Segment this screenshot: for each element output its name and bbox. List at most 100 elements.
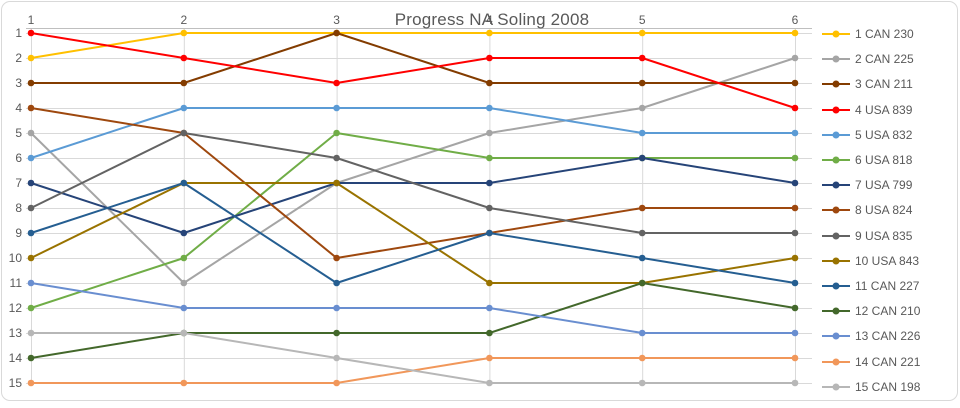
- legend-dot-icon: [832, 332, 840, 340]
- legend-dot-icon: [832, 80, 840, 88]
- legend-label: 15 CAN 198: [855, 379, 921, 394]
- legend-marker-icon: [822, 282, 850, 290]
- data-point-10-usa-843: [486, 279, 493, 287]
- data-point-7-usa-799: [180, 229, 188, 237]
- legend-marker-icon: [822, 55, 850, 63]
- legend-item-11-can-227: 11 CAN 227: [822, 274, 958, 299]
- legend-item-13-can-226: 13 CAN 226: [822, 324, 958, 349]
- series-line-12-can-210: [30, 282, 796, 359]
- data-point-1-can-230: [180, 29, 188, 37]
- data-point-1-can-230: [638, 29, 646, 37]
- y-tick-label: 7: [15, 176, 22, 190]
- legend-item-1-can-230: 1 CAN 230: [822, 22, 958, 47]
- legend-item-10-usa-843: 10 USA 843: [822, 248, 958, 273]
- data-point-6-usa-818: [180, 254, 188, 262]
- data-point-7-usa-799: [27, 179, 35, 187]
- y-tick-label: 8: [15, 201, 22, 215]
- data-point-9-usa-835: [486, 204, 493, 212]
- data-point-7-usa-799: [638, 154, 646, 162]
- data-point-3-can-211: [638, 79, 646, 87]
- legend-dot-icon: [832, 106, 840, 114]
- data-point-3-can-211: [486, 79, 493, 87]
- data-point-10-usa-843: [791, 254, 799, 262]
- y-tick-label: 11: [10, 276, 23, 290]
- y-tick-label: 3: [15, 76, 22, 90]
- legend-dot-icon: [832, 55, 840, 63]
- legend-marker-icon: [822, 106, 850, 114]
- data-point-14-can-221: [791, 354, 799, 362]
- legend-label: 8 USA 824: [855, 203, 913, 218]
- series-line-9-usa-835: [30, 132, 796, 234]
- legend-label: 2 CAN 225: [855, 52, 914, 67]
- data-point-13-can-226: [180, 304, 188, 312]
- series-line-3-can-211: [30, 32, 796, 84]
- data-point-15-can-198: [791, 379, 799, 387]
- y-tick-label: 1: [15, 26, 22, 40]
- chart-legend: 1 CAN 230 2 CAN 225 3 CAN 211 4 USA 839 5 US…: [822, 0, 958, 408]
- y-tick-label: 2: [15, 51, 22, 65]
- series-line-2-can-225: [30, 57, 796, 284]
- data-point-6-usa-818: [333, 129, 340, 137]
- data-point-4-usa-839: [333, 79, 340, 87]
- data-point-4-usa-839: [180, 54, 188, 62]
- legend-dot-icon: [832, 181, 840, 189]
- data-point-9-usa-835: [333, 154, 340, 162]
- data-point-11-can-227: [638, 254, 646, 262]
- legend-item-15-can-198: 15 CAN 198: [822, 374, 958, 399]
- legend-dot-icon: [832, 232, 840, 240]
- y-tick-label: 15: [9, 376, 23, 390]
- data-point-5-usa-832: [333, 104, 340, 112]
- legend-dot-icon: [832, 206, 840, 214]
- data-point-3-can-211: [27, 79, 35, 87]
- y-tick-label: 9: [15, 226, 22, 240]
- data-point-11-can-227: [486, 229, 493, 237]
- data-point-6-usa-818: [486, 154, 493, 162]
- data-point-11-can-227: [180, 179, 188, 187]
- y-tick-label: 5: [15, 126, 22, 140]
- data-point-13-can-226: [27, 279, 35, 287]
- legend-marker-icon: [822, 30, 850, 38]
- data-point-10-usa-843: [333, 179, 340, 187]
- series-line-8-usa-824: [30, 107, 796, 259]
- legend-item-9-usa-835: 9 USA 835: [822, 223, 958, 248]
- y-tick-label: 6: [15, 151, 22, 165]
- y-tick-label: 12: [9, 301, 23, 315]
- legend-marker-icon: [822, 131, 850, 139]
- data-point-4-usa-839: [486, 54, 493, 62]
- legend-dot-icon: [832, 131, 840, 139]
- legend-item-3-can-211: 3 CAN 211: [822, 72, 958, 97]
- legend-label: 10 USA 843: [855, 253, 920, 268]
- data-point-4-usa-839: [638, 54, 646, 62]
- data-point-6-usa-818: [791, 154, 799, 162]
- data-point-13-can-226: [333, 304, 340, 312]
- data-point-14-can-221: [486, 354, 493, 362]
- legend-label: 14 CAN 221: [855, 354, 921, 369]
- data-point-4-usa-839: [27, 29, 35, 37]
- data-point-9-usa-835: [638, 229, 646, 237]
- legend-item-8-usa-824: 8 USA 824: [822, 198, 958, 223]
- legend-label: 1 CAN 230: [855, 27, 914, 41]
- y-tick-label: 4: [15, 101, 22, 115]
- legend-marker-icon: [822, 206, 850, 214]
- legend-item-14-can-221: 14 CAN 221: [822, 349, 958, 374]
- data-point-8-usa-824: [638, 204, 646, 212]
- data-point-9-usa-835: [27, 204, 35, 212]
- x-tick-label: 3: [333, 13, 340, 27]
- data-point-5-usa-832: [486, 104, 493, 112]
- data-point-8-usa-824: [333, 254, 340, 262]
- data-point-10-usa-843: [27, 254, 35, 262]
- data-point-1-can-230: [27, 54, 35, 62]
- legend-marker-icon: [822, 181, 850, 189]
- data-point-2-can-225: [486, 129, 493, 137]
- legend-item-12-can-210: 12 CAN 210: [822, 299, 958, 324]
- data-point-3-can-211: [333, 29, 340, 37]
- legend-marker-icon: [822, 383, 850, 391]
- legend-marker-icon: [822, 332, 850, 340]
- legend-item-5-usa-832: 5 USA 832: [822, 122, 958, 147]
- data-point-8-usa-824: [791, 204, 799, 212]
- data-point-11-can-227: [27, 229, 35, 237]
- data-point-15-can-198: [180, 329, 188, 337]
- legend-label: 12 CAN 210: [855, 304, 921, 319]
- data-point-13-can-226: [486, 304, 493, 312]
